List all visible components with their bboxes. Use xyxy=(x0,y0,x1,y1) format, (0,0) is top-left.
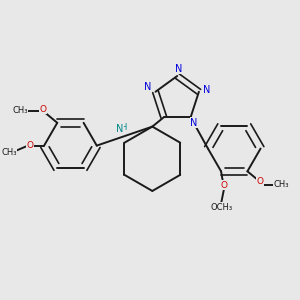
Text: N: N xyxy=(116,124,124,134)
Text: O: O xyxy=(256,177,263,186)
Text: H: H xyxy=(121,123,127,132)
Text: N: N xyxy=(203,85,211,95)
Text: O: O xyxy=(220,181,227,190)
Text: CH₃: CH₃ xyxy=(274,180,290,189)
Text: O: O xyxy=(27,141,34,150)
Text: N: N xyxy=(175,64,182,74)
Text: N: N xyxy=(190,118,198,128)
Text: CH₃: CH₃ xyxy=(1,148,17,157)
Text: CH₃: CH₃ xyxy=(12,106,28,115)
Text: OCH₃: OCH₃ xyxy=(210,203,232,212)
Text: N: N xyxy=(144,82,151,92)
Text: O: O xyxy=(40,105,47,114)
